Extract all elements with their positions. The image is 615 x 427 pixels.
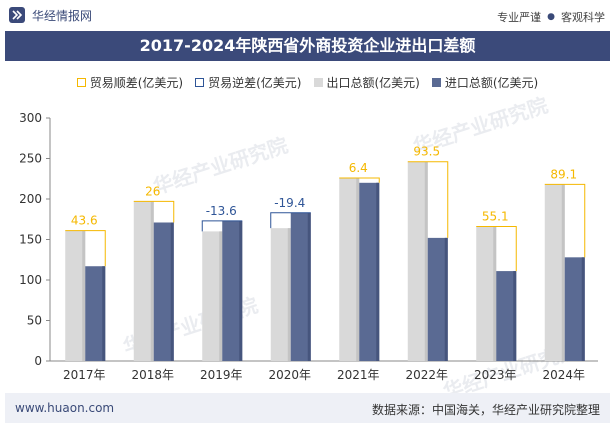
legend-label-surplus: 贸易顺差(亿美元) (89, 75, 184, 90)
export-bar-shade (424, 161, 428, 361)
y-tick-label: 100 (19, 273, 42, 287)
import-bar-shade (239, 220, 243, 361)
export-bar (133, 201, 154, 361)
export-bar-shade (82, 230, 86, 361)
x-tick-label: 2020年 (268, 368, 311, 382)
y-tick-label: 0 (34, 354, 42, 368)
import-bar-shade (513, 271, 517, 361)
export-bar (270, 228, 291, 361)
export-bar (544, 184, 565, 361)
import-bar (564, 257, 585, 361)
y-tick-label: 200 (19, 192, 42, 206)
difference-bracket (133, 200, 175, 223)
import-bar (153, 222, 174, 361)
legend-label-import: 进口总额(亿美元) (444, 75, 539, 90)
export-bar (407, 161, 428, 361)
legend-swatch-export (313, 77, 323, 87)
export-bar (476, 226, 497, 361)
dot-separator-icon: ● (547, 12, 555, 22)
import-bar-shade (102, 266, 106, 361)
x-tick-label: 2017年 (63, 368, 106, 382)
export-bar-shade (493, 226, 497, 361)
export-bar-shade (219, 231, 223, 361)
footer-source: 数据来源：中国海关，华经产业研究院整理 (371, 403, 600, 417)
slogan-item-1: 专业严谨 (497, 11, 542, 24)
footer: www.huaon.com 数据来源：中国海关，华经产业研究院整理 (5, 393, 610, 423)
legend-swatch-import (431, 77, 441, 87)
difference-data-label: -13.6 (206, 204, 237, 218)
import-bar-shade (307, 212, 311, 361)
x-tick-label: 2022年 (405, 368, 448, 382)
import-bar-shade (170, 222, 174, 361)
x-tick-label: 2024年 (542, 368, 585, 382)
export-bar (202, 231, 223, 361)
export-bar-shade (356, 177, 360, 361)
legend-item-import: 进口总额(亿美元) (431, 72, 539, 92)
legend-item-export: 出口总额(亿美元) (313, 72, 420, 92)
difference-bracket (65, 230, 106, 267)
legend-swatch-surplus (76, 77, 86, 87)
top-bar: 华经情报网 专业严谨 ● 客观科学 (0, 0, 615, 30)
import-bar-shade (444, 237, 448, 361)
export-bar (339, 177, 360, 361)
difference-data-label: 93.5 (413, 145, 440, 159)
difference-bracket (544, 183, 586, 258)
y-tick-label: 300 (19, 111, 42, 125)
logo-icon (8, 6, 26, 24)
import-bar (496, 271, 517, 361)
export-bar-shade (561, 184, 565, 361)
difference-data-label: 43.6 (71, 214, 98, 228)
import-bar-shade (581, 257, 585, 361)
y-tick-label: 250 (19, 152, 42, 166)
difference-data-label: -19.4 (274, 196, 305, 210)
x-tick-label: 2023年 (474, 368, 517, 382)
slogan-item-2: 客观科学 (561, 11, 605, 24)
x-tick-label: 2021年 (337, 368, 380, 382)
difference-bracket (476, 226, 517, 272)
difference-bracket (339, 177, 380, 183)
x-tick-label: 2019年 (200, 368, 243, 382)
difference-data-label: 55.1 (482, 210, 509, 224)
difference-bracket (270, 212, 311, 229)
export-bar-shade (287, 228, 291, 361)
y-tick-label: 50 (27, 314, 42, 328)
logo: 华经情报网 (8, 6, 92, 24)
export-bar-shade (150, 201, 154, 361)
import-bar (85, 266, 106, 361)
import-bar (359, 182, 380, 361)
import-bar-shade (376, 182, 380, 361)
difference-data-label: 89.1 (550, 167, 577, 181)
legend-label-deficit: 贸易逆差(亿美元) (208, 75, 302, 90)
y-tick-label: 150 (19, 233, 42, 247)
legend: 贸易顺差(亿美元) 贸易逆差(亿美元) 出口总额(亿美元) 进口总额(亿美元) (0, 72, 615, 92)
chart-title: 2017-2024年陕西省外商投资企业进出口差额 (5, 31, 610, 61)
import-bar (222, 220, 243, 361)
difference-data-label: 6.4 (349, 161, 368, 175)
slogan: 专业严谨 ● 客观科学 (497, 9, 605, 25)
legend-label-export: 出口总额(亿美元) (326, 75, 420, 90)
difference-bracket (407, 161, 449, 238)
import-bar (290, 212, 311, 361)
legend-swatch-deficit (195, 77, 205, 87)
x-tick-label: 2018年 (131, 368, 174, 382)
logo-text: 华经情报网 (32, 8, 93, 23)
legend-item-deficit: 贸易逆差(亿美元) (195, 72, 302, 92)
import-bar (427, 237, 448, 361)
difference-data-label: 26 (145, 184, 160, 198)
export-bar (65, 230, 86, 361)
legend-item-surplus: 贸易顺差(亿美元) (76, 72, 184, 92)
footer-url: www.huaon.com (15, 401, 115, 415)
difference-bracket (201, 220, 243, 232)
